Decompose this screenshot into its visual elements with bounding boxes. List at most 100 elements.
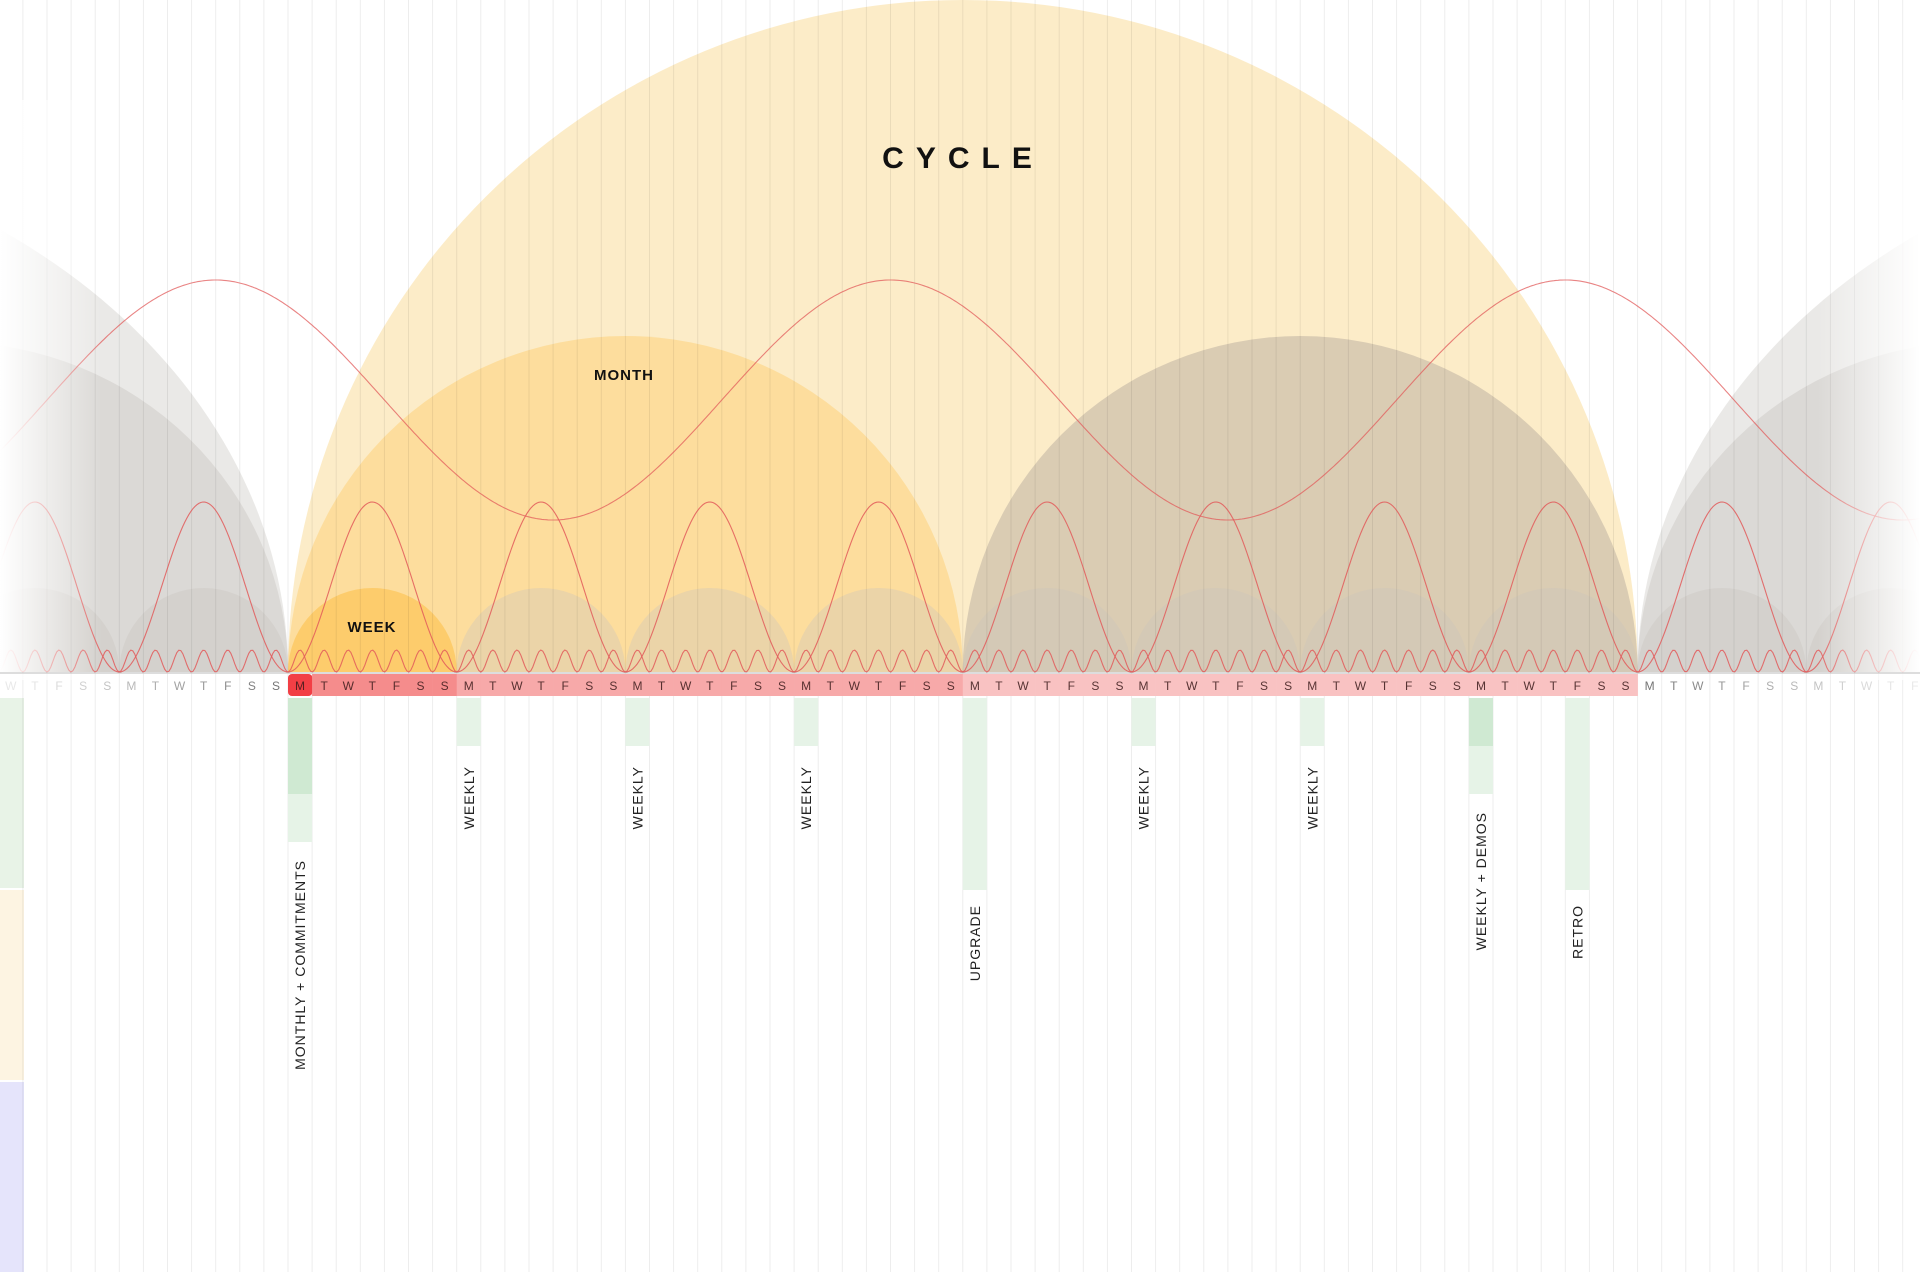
week-dome (1131, 588, 1301, 672)
day-letter: W (5, 679, 17, 693)
day-cell (625, 674, 650, 696)
side-band-purple (0, 1082, 24, 1272)
week-title: WEEK (348, 619, 397, 636)
day-cell (1348, 674, 1373, 696)
day-letter: T (1550, 679, 1558, 693)
day-letter: T (1381, 679, 1389, 693)
day-letter: S (1260, 679, 1268, 693)
event-bar-extension (1468, 746, 1493, 794)
day-letter: S (1115, 679, 1123, 693)
day-cell (288, 674, 313, 696)
day-cell (1107, 674, 1132, 696)
day-cell (1131, 674, 1156, 696)
day-cell (1227, 674, 1253, 696)
day-letter: W (343, 679, 355, 693)
side-band-yellow (0, 890, 24, 1080)
event-label: WEEKLY (461, 766, 477, 829)
day-letter: F (55, 679, 62, 693)
month-dome-2 (962, 336, 1638, 672)
day-letter: T (369, 679, 377, 693)
week-dome (1468, 588, 1638, 672)
day-letter: M (1645, 679, 1655, 693)
day-letter: F (393, 679, 400, 693)
day-cell (384, 674, 409, 696)
day-letter: W (1186, 679, 1198, 693)
day-letter: W (174, 679, 186, 693)
day-cell (577, 674, 602, 696)
day-letter: S (1429, 679, 1437, 693)
day-letter: M (1476, 679, 1486, 693)
day-letter: S (778, 679, 786, 693)
day-cell (504, 674, 530, 696)
day-cell (360, 674, 385, 696)
day-letter: T (1718, 679, 1726, 693)
day-cell (1396, 674, 1421, 696)
day-letter: M (801, 679, 811, 693)
day-letter: T (1164, 679, 1172, 693)
day-letter: T (875, 679, 883, 693)
day-cell (1541, 674, 1566, 696)
week-dome (456, 588, 626, 672)
weekly-curve (0, 501, 1920, 673)
day-letter: S (1597, 679, 1605, 693)
day-cell (1420, 674, 1446, 696)
day-cell (1565, 674, 1590, 696)
day-letter: S (754, 679, 762, 693)
day-letter: S (1766, 679, 1774, 693)
day-cell (432, 674, 457, 696)
day-letter: T (827, 679, 835, 693)
day-letter: T (1501, 679, 1509, 693)
day-letter: F (1911, 679, 1918, 693)
day-letter: F (1574, 679, 1581, 693)
event-label: UPGRADE (967, 905, 983, 981)
day-cell (866, 674, 891, 696)
day-cell (1613, 674, 1638, 696)
week-dome (794, 588, 963, 672)
side-band-green (0, 698, 24, 888)
day-letter: M (1813, 679, 1823, 693)
day-cell (1372, 674, 1397, 696)
monthly-curve (0, 279, 1920, 521)
day-letter: W (1355, 679, 1367, 693)
day-letter: T (1043, 679, 1051, 693)
day-letter: W (1861, 679, 1873, 693)
day-cell (480, 674, 506, 696)
event-label: WEEKLY (1136, 766, 1152, 829)
day-letter: T (489, 679, 497, 693)
day-cell (336, 674, 361, 696)
day-cell (1493, 674, 1518, 696)
day-letter: F (1236, 679, 1243, 693)
day-letter: S (1453, 679, 1461, 693)
day-cell (721, 674, 747, 696)
day-cell (1324, 674, 1349, 696)
day-cell (408, 674, 433, 696)
day-cell (1011, 674, 1036, 696)
day-letter: S (947, 679, 955, 693)
day-letter: M (970, 679, 980, 693)
event-bar (456, 698, 481, 746)
day-cell (1179, 674, 1205, 696)
day-cell (1517, 674, 1542, 696)
day-letter: W (1692, 679, 1704, 693)
day-letter: W (1523, 679, 1535, 693)
event-bar (962, 698, 987, 890)
event-bar (794, 698, 819, 746)
day-letter: T (200, 679, 208, 693)
day-letter: S (103, 679, 111, 693)
event-label: WEEKLY (1304, 766, 1320, 829)
day-cell (673, 674, 698, 696)
day-letter: S (1284, 679, 1292, 693)
event-bar (1300, 698, 1325, 746)
day-letter: T (706, 679, 714, 693)
day-letter: F (899, 679, 906, 693)
day-cell (1252, 674, 1277, 696)
event-bar (288, 698, 313, 794)
event-bar (625, 698, 650, 746)
day-letter: M (1139, 679, 1149, 693)
day-cell (938, 674, 964, 696)
day-letter: F (561, 679, 568, 693)
event-label: MONTHLY + COMMITMENTS (292, 860, 308, 1070)
day-letter: S (272, 679, 280, 693)
day-letter: S (609, 679, 617, 693)
day-letter: M (126, 679, 136, 693)
